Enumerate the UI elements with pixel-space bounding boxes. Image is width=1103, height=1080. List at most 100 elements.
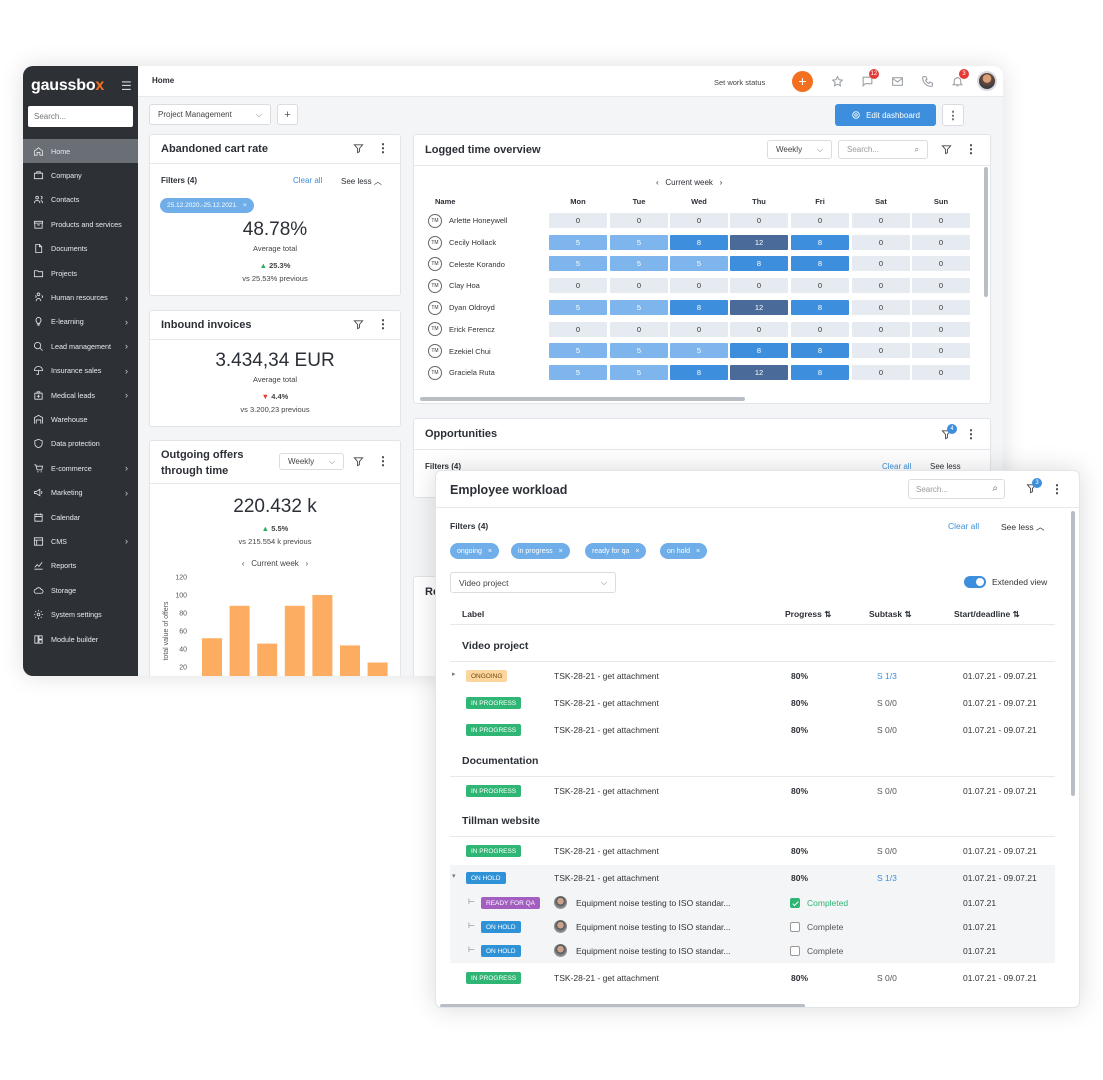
subtask-count[interactable]: S 1/3 [877,671,897,681]
filter-chip[interactable]: ready for qa × [585,543,647,559]
time-cell[interactable]: 0 [610,278,668,294]
filter-icon[interactable] [353,456,364,467]
filter-icon[interactable] [353,319,364,330]
sidebar-item-e-learning[interactable]: E-learning › [23,310,138,334]
column-subtask[interactable]: Subtask ⇅ [869,609,912,619]
period-select[interactable]: Weekly ⌵ [767,140,832,159]
time-cell[interactable]: 5 [610,234,668,250]
clear-all-link[interactable]: Clear all [293,176,323,185]
column-dates[interactable]: Start/deadline ⇅ [954,609,1020,619]
time-cell[interactable]: 5 [610,343,668,359]
more-options-icon[interactable]: ⋮ [1051,482,1063,496]
time-cell[interactable]: 0 [549,278,607,294]
table-row[interactable]: IN PROGRESS TSK-28-21 - get attachment 80%… [450,838,1055,864]
sidebar-item-e-commerce[interactable]: E-commerce › [23,456,138,480]
time-cell[interactable]: 0 [852,234,910,250]
subtask-row[interactable]: ⊢ ON HOLD Equipment noise testing to ISO s… [450,915,1055,939]
time-cell[interactable]: 0 [791,321,849,337]
sidebar-item-calendar[interactable]: Calendar [23,505,138,529]
time-cell[interactable]: 0 [852,299,910,315]
time-cell[interactable]: 8 [791,364,849,380]
more-options-icon[interactable]: ⋮ [377,317,389,331]
time-cell[interactable]: 0 [670,321,728,337]
task-label[interactable]: TSK-28-21 - get attachment [554,698,659,708]
column-label[interactable]: Label [462,609,485,619]
filter-icon[interactable] [941,144,952,155]
checkbox[interactable] [790,922,800,932]
subtask-label[interactable]: Equipment noise testing to ISO standar..… [576,946,731,956]
more-options-icon[interactable]: ⋮ [377,141,389,155]
subtask-row[interactable]: ⊢ READY FOR QA Equipment noise testing to … [450,891,1055,915]
sidebar-item-system-settings[interactable]: System settings [23,602,138,626]
task-label[interactable]: TSK-28-21 - get attachment [554,786,659,796]
filter-chip[interactable]: on hold × [660,543,708,559]
time-cell[interactable]: 0 [912,321,970,337]
more-options-icon[interactable]: ⋮ [965,142,977,156]
close-icon[interactable]: × [487,547,493,555]
vertical-scrollbar[interactable] [984,167,988,297]
time-cell[interactable]: 8 [791,234,849,250]
see-less-toggle[interactable]: See less ︿ [341,177,382,186]
time-cell[interactable]: 0 [610,321,668,337]
time-cell[interactable]: 0 [912,234,970,250]
user-avatar[interactable] [977,71,997,91]
horizontal-scrollbar[interactable] [440,1004,805,1007]
sidebar-item-storage[interactable]: Storage [23,578,138,602]
sidebar-item-documents[interactable]: Documents [23,237,138,261]
bar[interactable] [257,643,278,676]
time-cell[interactable]: 5 [549,364,607,380]
time-cell[interactable]: 0 [852,213,910,228]
project-select[interactable]: Video project ⌵ [450,572,616,593]
time-cell[interactable]: 0 [912,299,970,315]
sidebar-item-cms[interactable]: CMS › [23,529,138,553]
subtask-label[interactable]: Equipment noise testing to ISO standar..… [576,922,731,932]
time-cell[interactable]: 0 [730,278,788,294]
time-cell[interactable]: 8 [730,256,788,272]
time-cell[interactable]: 0 [549,321,607,337]
date-range-chip[interactable]: 25.12.2020.-25.12.2021. × [160,194,254,213]
table-row[interactable]: IN PROGRESS TSK-28-21 - get attachment 80%… [450,690,1055,716]
sidebar-item-products-and-services[interactable]: Products and services [23,212,138,236]
clear-all-link[interactable]: Clear all [882,462,912,471]
time-cell[interactable]: 0 [852,278,910,294]
quick-add-button[interactable]: + [792,71,813,92]
time-cell[interactable]: 8 [670,299,728,315]
subtask-label[interactable]: Equipment noise testing to ISO standar..… [576,898,731,908]
time-cell[interactable]: 5 [670,343,728,359]
time-cell[interactable]: 0 [730,213,788,228]
bar[interactable] [312,595,333,676]
time-cell[interactable]: 0 [549,213,607,228]
sidebar-item-lead-management[interactable]: Lead management › [23,334,138,358]
chat-icon[interactable]: 12 [860,69,879,88]
more-options-icon[interactable]: ⋮ [965,427,977,441]
time-cell[interactable]: 0 [912,278,970,294]
task-label[interactable]: TSK-28-21 - get attachment [554,873,659,883]
sidebar-item-home[interactable]: Home [23,139,138,164]
time-cell[interactable]: 8 [791,299,849,315]
time-cell[interactable]: 5 [610,299,668,315]
sidebar-item-reports[interactable]: Reports [23,554,138,578]
filter-chip[interactable]: in progress × [511,543,570,559]
menu-icon[interactable]: ☰ [121,79,132,93]
time-cell[interactable]: 5 [670,256,728,272]
time-cell[interactable]: 0 [852,256,910,272]
time-cell[interactable]: 12 [730,364,788,380]
checkbox[interactable] [790,946,800,956]
horizontal-scrollbar[interactable] [420,397,745,401]
subtask-count[interactable]: S 1/3 [877,873,897,883]
task-label[interactable]: TSK-28-21 - get attachment [554,671,659,681]
edit-dashboard-button[interactable]: Edit dashboard [835,104,936,126]
checkbox[interactable] [790,898,800,908]
bar[interactable] [367,662,388,677]
task-label[interactable]: TSK-28-21 - get attachment [554,846,659,856]
period-select[interactable]: Weekly ⌵ [279,453,344,470]
bar[interactable] [229,605,250,676]
collapse-icon[interactable]: ▾ [452,873,456,880]
task-label[interactable]: TSK-28-21 - get attachment [554,725,659,735]
bell-icon[interactable]: 3 [950,69,969,88]
time-cell[interactable]: 5 [549,256,607,272]
time-cell[interactable]: 0 [791,278,849,294]
sidebar-item-contacts[interactable]: Contacts [23,188,138,212]
table-row[interactable]: ▸ ONGOING TSK-28-21 - get attachment 80% S 1… [450,663,1055,689]
time-cell[interactable]: 5 [610,364,668,380]
